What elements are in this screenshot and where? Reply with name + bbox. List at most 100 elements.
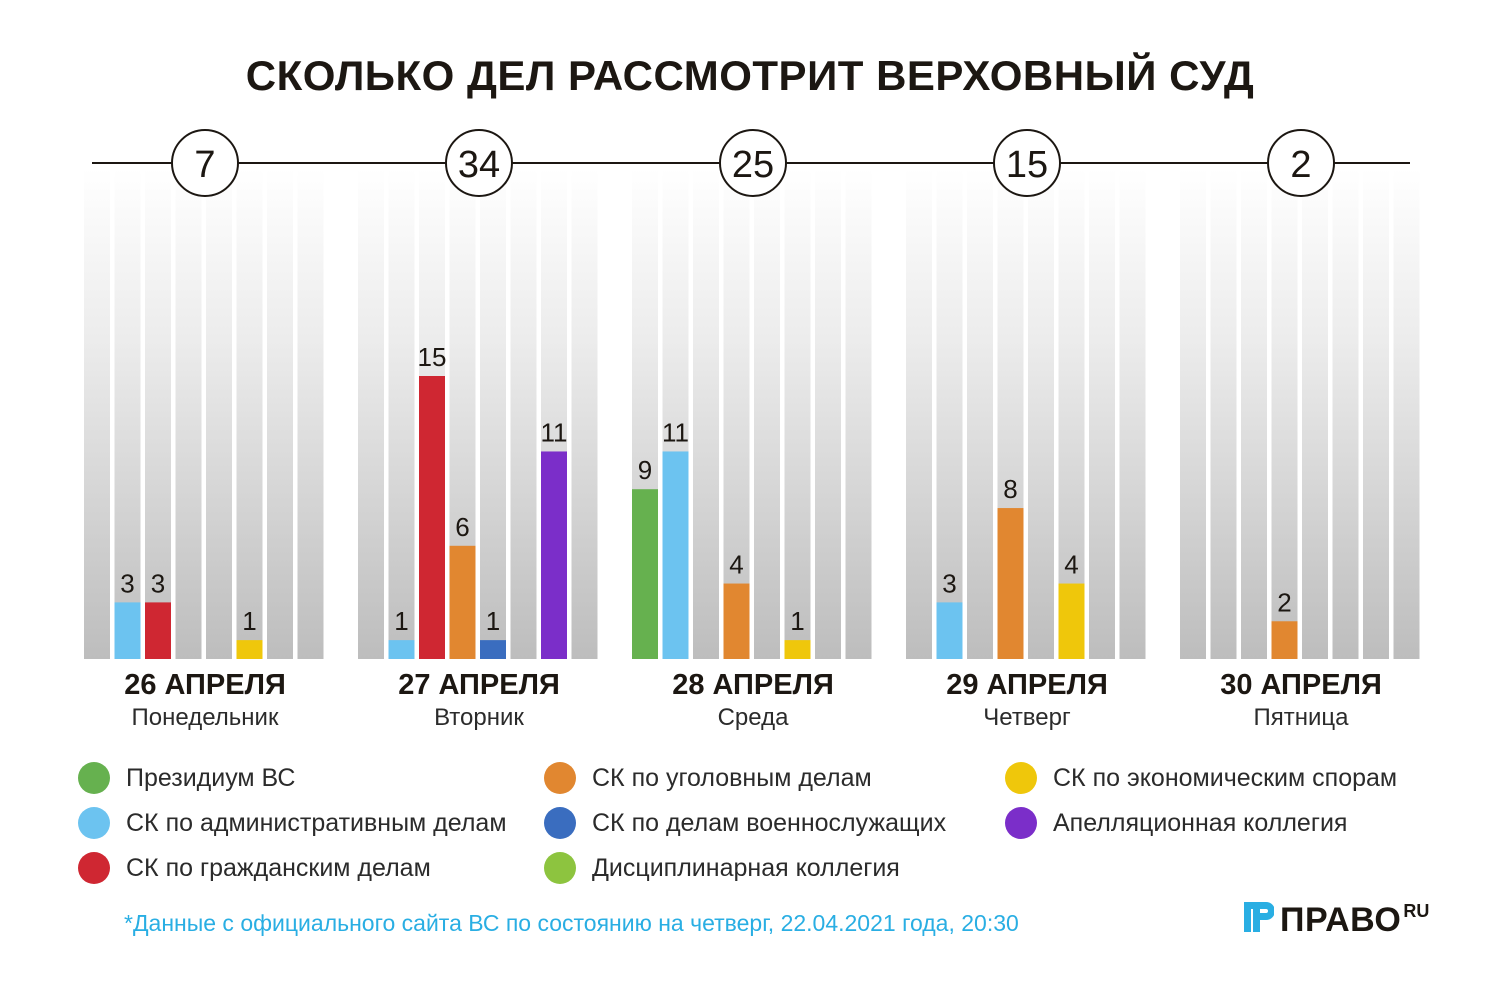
total-label: 34 [458, 144, 500, 186]
bar [997, 508, 1024, 659]
total-circle [993, 129, 1061, 197]
date-label: 27 АПРЕЛЯ [398, 669, 560, 701]
background-column [936, 168, 963, 659]
legend-swatch [1005, 762, 1037, 794]
date-label: 26 АПРЕЛЯ [124, 669, 286, 701]
data-label: 4 [729, 550, 743, 580]
bar [236, 640, 263, 659]
background-column [1058, 168, 1085, 659]
legend-label: Президиум ВС [126, 763, 296, 792]
legend-item: СК по уголовным делам [544, 760, 872, 796]
legend-label: СК по экономическим спорам [1053, 763, 1398, 792]
legend-label: СК по административным делам [126, 808, 507, 837]
background-column [845, 168, 872, 659]
date-label: 30 АПРЕЛЯ [1220, 669, 1382, 701]
data-label: 2 [1277, 587, 1291, 617]
data-label: 3 [120, 568, 134, 598]
data-label: 1 [790, 606, 804, 636]
total-label: 2 [1290, 144, 1311, 186]
total-label: 15 [1006, 144, 1048, 186]
legend: Президиум ВС СК по административным делам… [78, 760, 1458, 900]
bar [449, 545, 476, 659]
chart-title: СКОЛЬКО ДЕЛ РАССМОТРИТ ВЕРХОВНЫЙ СУД [245, 52, 1255, 99]
weekday-label: Четверг [983, 704, 1071, 731]
data-label: 4 [1064, 550, 1078, 580]
legend-swatch [544, 807, 576, 839]
background-column [297, 168, 324, 659]
data-label: 8 [1003, 474, 1017, 504]
bar [1271, 621, 1298, 659]
background-column [1241, 168, 1267, 659]
legend-item: Президиум ВС [78, 760, 295, 796]
data-label: 9 [638, 455, 652, 485]
background-column [388, 168, 415, 659]
background-column [1332, 168, 1359, 659]
background-column [236, 168, 263, 659]
total-circle [1267, 129, 1335, 197]
background-column [145, 168, 171, 659]
bar [632, 489, 658, 659]
weekday-label: Понедельник [132, 704, 279, 731]
footnote: *Данные с официального сайта ВС по состо… [124, 910, 1019, 936]
legend-swatch [1005, 807, 1037, 839]
background-column [1119, 168, 1146, 659]
background-column [114, 168, 141, 659]
bar [114, 602, 141, 659]
bar [936, 602, 963, 659]
data-label: 1 [486, 606, 500, 636]
total-circle [719, 129, 787, 197]
legend-item: СК по административным делам [78, 805, 507, 841]
bar [723, 583, 750, 659]
background-column [206, 168, 232, 659]
background-column [358, 168, 384, 659]
data-label: 11 [662, 417, 689, 447]
background-column [1028, 168, 1054, 659]
background-column [84, 168, 110, 659]
data-label: 1 [394, 606, 408, 636]
background-column [723, 168, 750, 659]
background-column [571, 168, 598, 659]
background-column [1363, 168, 1389, 659]
background-column [480, 168, 506, 659]
background-column [693, 168, 719, 659]
background-column [1271, 168, 1298, 659]
legend-label: СК по уголовным делам [592, 763, 872, 792]
background-column [175, 168, 202, 659]
bar [419, 376, 445, 659]
data-label: 1 [242, 606, 256, 636]
legend-label: СК по гражданским делам [126, 853, 431, 882]
legend-label: Дисциплинарная коллегия [592, 853, 900, 882]
legend-swatch [78, 762, 110, 794]
bar [388, 640, 415, 659]
weekday-label: Вторник [434, 704, 524, 731]
total-circle [171, 129, 239, 197]
data-label: 3 [151, 568, 165, 598]
weekday-label: Пятница [1254, 704, 1350, 731]
background-column [906, 168, 932, 659]
total-label: 7 [194, 144, 215, 186]
background-column [1089, 168, 1115, 659]
background-column [754, 168, 780, 659]
legend-swatch [544, 852, 576, 884]
data-label: 15 [418, 342, 447, 372]
logo-suffix: RU [1403, 901, 1430, 921]
legend-swatch [78, 807, 110, 839]
bar [1058, 583, 1085, 659]
pravo-logo-icon [1244, 902, 1274, 932]
data-label: 6 [455, 512, 469, 542]
bar [480, 640, 506, 659]
legend-item: Дисциплинарная коллегия [544, 850, 900, 886]
background-column [967, 168, 993, 659]
legend-item: СК по гражданским делам [78, 850, 431, 886]
weekday-label: Среда [718, 704, 790, 731]
logo-text: ПРАВО [1280, 901, 1402, 939]
background-column [784, 168, 811, 659]
total-circle [445, 129, 513, 197]
legend-label: СК по делам военнослужащих [592, 808, 947, 837]
legend-item: СК по экономическим спорам [1005, 760, 1397, 796]
legend-item: СК по делам военнослужащих [544, 805, 946, 841]
data-label: 11 [541, 417, 568, 447]
bar [145, 602, 171, 659]
logo: ПРАВО RU [1244, 900, 1429, 940]
